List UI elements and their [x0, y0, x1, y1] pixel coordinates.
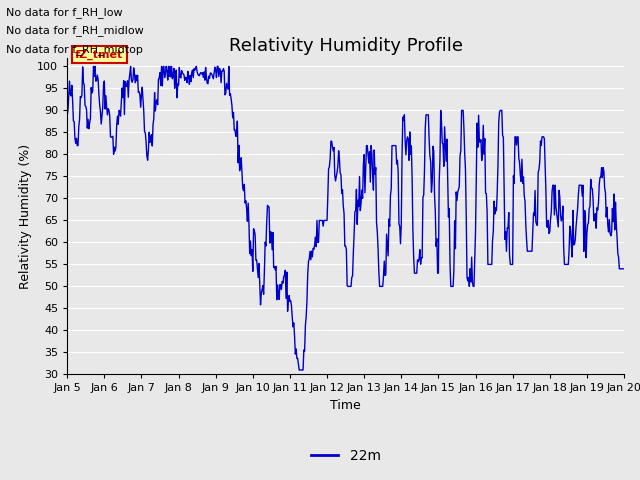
Text: No data for f_RH_low: No data for f_RH_low	[6, 7, 123, 18]
Y-axis label: Relativity Humidity (%): Relativity Humidity (%)	[19, 144, 31, 288]
Text: No data for f_RH_midlow: No data for f_RH_midlow	[6, 25, 144, 36]
Text: fZ_tmet: fZ_tmet	[75, 49, 123, 60]
Title: Relativity Humidity Profile: Relativity Humidity Profile	[228, 36, 463, 55]
X-axis label: Time: Time	[330, 399, 361, 412]
Legend: 22m: 22m	[305, 443, 386, 468]
Text: No data for f_RH_midtop: No data for f_RH_midtop	[6, 44, 143, 55]
